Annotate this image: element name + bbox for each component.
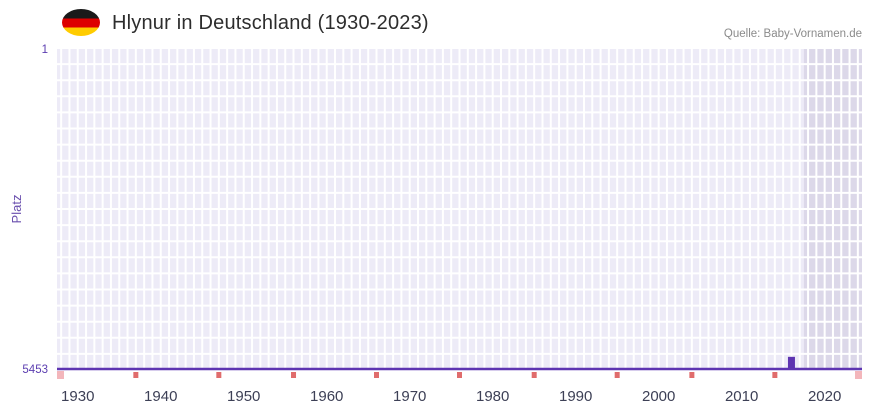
axis-tick-mark xyxy=(457,372,462,378)
chart-title: Hlynur in Deutschland (1930-2023) xyxy=(112,12,429,34)
x-axis-tick-label: 1940 xyxy=(144,388,177,405)
axis-tick-mark xyxy=(531,372,537,378)
axis-tick-mark xyxy=(772,372,778,378)
axis-tick-mark xyxy=(133,372,139,378)
axis-tick-mark xyxy=(689,372,695,378)
source-attribution: Quelle: Baby-Vornamen.de xyxy=(723,28,862,40)
axis-tick-mark xyxy=(216,372,222,378)
grid-lines xyxy=(57,47,862,371)
x-axis-tick-label: 2010 xyxy=(725,388,758,405)
y-axis-tick-label: 1 xyxy=(42,44,48,56)
axis-edge-tick-left xyxy=(57,371,64,379)
x-axis-tick-label: 1970 xyxy=(393,388,426,405)
x-axis-tick-label: 1950 xyxy=(227,388,260,405)
germany-flag-icon xyxy=(62,9,100,36)
x-axis-tick-label: 1990 xyxy=(559,388,592,405)
x-axis-tick-label: 1980 xyxy=(476,388,509,405)
x-axis-tick-label: 2020 xyxy=(808,388,841,405)
x-axis-tick-label: 1960 xyxy=(310,388,343,405)
axis-tick-mark xyxy=(614,372,620,378)
x-axis-tick-label: 2000 xyxy=(642,388,675,405)
y-axis-tick-label: 5453 xyxy=(22,364,48,376)
axis-tick-mark xyxy=(291,372,297,378)
data-point-marker xyxy=(787,356,795,370)
x-axis-tick-label: 1930 xyxy=(61,388,94,405)
axis-tick-mark xyxy=(374,372,380,378)
axis-edge-tick-right xyxy=(855,371,862,379)
